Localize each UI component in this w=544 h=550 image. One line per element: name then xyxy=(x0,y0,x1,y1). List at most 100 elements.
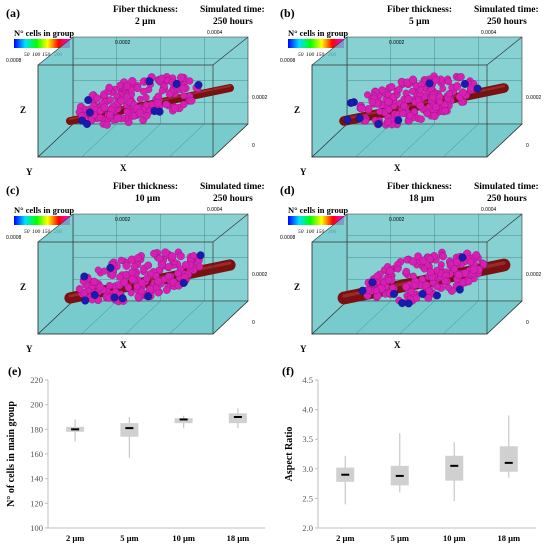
tick-label: 0.0002 xyxy=(526,95,542,101)
fiber-thickness-value: 2 µm xyxy=(135,17,156,27)
legend-tick: 50 xyxy=(24,229,30,235)
box-chart-e: (e) 100 120 140 160 180 200 220 N° of cells in m… xyxy=(6,364,265,543)
axis-y-label: Y xyxy=(300,167,307,175)
x-category-label: 5 µm xyxy=(120,533,138,543)
y-tick-label: 160 xyxy=(30,449,43,459)
simulation-panel: (d) Fiber thickness: 18 µm Simulated time: 2… xyxy=(280,182,542,352)
y-tick-label: 220 xyxy=(30,375,43,385)
simulated-time-title: Simulated time: xyxy=(474,5,539,15)
y-tick-label: 140 xyxy=(30,474,43,484)
fiber-thickness-value: 18 µm xyxy=(409,194,434,204)
panel-label: (b) xyxy=(280,6,295,20)
tick-label: 0.0004 xyxy=(207,30,223,36)
tick-label: 0.0008 xyxy=(6,235,22,241)
tick-label: 0.0002 xyxy=(526,272,542,278)
tick-label: 0.0004 xyxy=(481,30,497,36)
legend-title: N° cells in group xyxy=(14,205,74,215)
y-tick-label: 200 xyxy=(30,400,43,410)
tick-label: 0 xyxy=(252,320,255,326)
legend-tick: 50 xyxy=(298,52,304,58)
x-category-label: 2 µm xyxy=(336,533,354,543)
x-category-label: 18 µm xyxy=(497,533,520,543)
legend-tick: 150 xyxy=(316,229,325,235)
fiber-thickness-value: 5 µm xyxy=(409,17,430,27)
x-category-label: 5 µm xyxy=(391,533,409,543)
tick-label: 0.0004 xyxy=(207,207,223,213)
panel-label: (a) xyxy=(6,6,20,20)
cell-cluster xyxy=(75,248,205,306)
simulated-time-title: Simulated time: xyxy=(474,182,539,192)
box-0 xyxy=(336,455,355,505)
box-body xyxy=(445,455,464,481)
simulation-panel: (a) Fiber thickness: 2 µm Simulated time: 25… xyxy=(6,5,268,175)
box-1 xyxy=(120,417,139,458)
tick-label: 0 xyxy=(252,143,255,149)
tick-label: 0.0008 xyxy=(280,235,296,241)
x-category-label: 18 µm xyxy=(227,533,250,543)
tick-label: 0.0004 xyxy=(481,207,497,213)
color-scale-bar xyxy=(288,39,344,48)
axis-z-label: Z xyxy=(294,105,300,115)
box-body xyxy=(228,413,247,424)
box-2 xyxy=(445,442,464,502)
box-chart-f: (f) 2.0 2.5 3.0 3.5 4.0 4.5 Aspect Ratio 2 µm 5 µ… xyxy=(282,364,536,543)
y-tick-label: 3.0 xyxy=(302,464,313,474)
tick-label: 0.0002 xyxy=(252,95,268,101)
axis-x-label: X xyxy=(120,340,127,350)
simulated-time-value: 250 hours xyxy=(213,17,253,27)
legend-tick: 150 xyxy=(316,52,325,58)
y-tick-label: 4.0 xyxy=(302,405,313,415)
simulated-time-title: Simulated time: xyxy=(200,5,265,15)
fiber-thickness-value: 10 µm xyxy=(135,194,160,204)
axis-x-label: X xyxy=(120,163,127,173)
cell-cluster xyxy=(75,73,203,129)
y-tick-label: 2.0 xyxy=(302,523,313,533)
box-body xyxy=(499,446,518,472)
panel-label: (d) xyxy=(280,183,295,197)
tick-label: 0.0008 xyxy=(280,58,296,64)
color-scale-bar xyxy=(288,216,344,225)
legend-tick: 100 xyxy=(306,52,315,58)
fiber-thickness-title: Fiber thickness: xyxy=(387,182,452,192)
cell-cluster xyxy=(343,72,482,129)
tick-label: 0.0002 xyxy=(389,40,405,46)
box-body xyxy=(174,418,193,424)
legend-tick: 50 xyxy=(298,229,304,235)
legend-title: N° cells in group xyxy=(288,205,348,215)
cell-cluster xyxy=(358,248,489,308)
box-3 xyxy=(499,415,518,478)
y-tick-label: 2.5 xyxy=(302,493,313,503)
tick-label: 0.0002 xyxy=(115,40,131,46)
panel-label: (f) xyxy=(282,364,294,378)
axis-y-label: Y xyxy=(26,344,33,352)
box-0 xyxy=(66,419,85,442)
axis-z-label: Z xyxy=(294,282,300,292)
tick-label: 0.0008 xyxy=(6,58,22,64)
axis-x-label: X xyxy=(394,340,401,350)
simulated-time-title: Simulated time: xyxy=(200,182,265,192)
color-scale-bar xyxy=(14,216,70,225)
axis-z-label: Z xyxy=(20,105,26,115)
simulated-time-value: 250 hours xyxy=(487,194,527,204)
x-category-label: 10 µm xyxy=(443,533,466,543)
legend-title: N° cells in group xyxy=(288,28,348,38)
tick-label: 0.0002 xyxy=(115,217,131,223)
simulation-panel: (b) Fiber thickness: 5 µm Simulated time: 25… xyxy=(280,5,542,175)
axis-y-label: Y xyxy=(300,344,307,352)
color-scale-bar xyxy=(14,39,70,48)
box-3 xyxy=(228,408,247,429)
fiber-thickness-title: Fiber thickness: xyxy=(387,5,452,15)
legend-tick: 100 xyxy=(32,52,41,58)
axis-z-label: Z xyxy=(20,282,26,292)
box-body xyxy=(120,423,139,437)
box-1 xyxy=(390,433,409,493)
fiber-thickness-title: Fiber thickness: xyxy=(113,5,178,15)
axis-y-label: Y xyxy=(26,167,33,175)
legend-tick: 100 xyxy=(32,229,41,235)
y-tick-label: 120 xyxy=(30,498,43,508)
legend-tick: 150 xyxy=(42,229,51,235)
simulated-time-value: 250 hours xyxy=(213,194,253,204)
panel-label: (e) xyxy=(8,364,21,378)
x-category-label: 2 µm xyxy=(66,533,84,543)
